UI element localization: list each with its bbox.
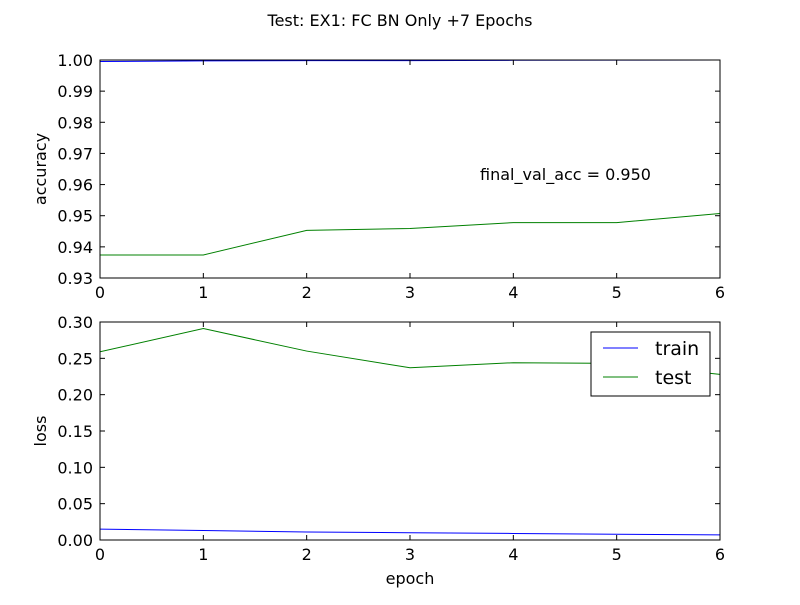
- y-tick-label: 0.99: [57, 82, 93, 101]
- x-tick-label: 0: [95, 545, 105, 564]
- y-tick-label: 0.10: [57, 458, 93, 477]
- y-tick-label: 0.96: [57, 176, 93, 195]
- legend-box: [590, 331, 711, 397]
- y-tick-label: 0.94: [57, 238, 93, 257]
- y-tick-label: 0.15: [57, 422, 93, 441]
- y-tick-label: 0.30: [57, 313, 93, 332]
- x-tick-label: 3: [405, 545, 415, 564]
- x-tick-label: 5: [612, 545, 622, 564]
- x-tick-label: 3: [405, 283, 415, 302]
- y-tick-label: 0.95: [57, 207, 93, 226]
- y-tick-label: 0.98: [57, 113, 93, 132]
- figure-title: Test: EX1: FC BN Only +7 Epochs: [267, 11, 533, 30]
- y-tick-label: 0.00: [57, 531, 93, 550]
- y-axis-label: loss: [31, 416, 50, 447]
- x-tick-label: 1: [198, 545, 208, 564]
- legend-label-train: train: [655, 338, 699, 360]
- x-tick-label: 6: [715, 545, 725, 564]
- x-tick-label: 2: [302, 283, 312, 302]
- x-tick-label: 4: [508, 283, 518, 302]
- y-tick-label: 0.20: [57, 386, 93, 405]
- legend: train test: [590, 331, 711, 397]
- y-tick-label: 0.25: [57, 349, 93, 368]
- x-tick-label: 0: [95, 283, 105, 302]
- annotation-final-val-acc: final_val_acc = 0.950: [480, 165, 651, 185]
- y-axis-label: accuracy: [31, 133, 50, 205]
- panel-loss: 0 1 2 3 4 5 6 0.00 0.05 0.10 0.15 0.20 0.25 0.30 loss e…: [31, 313, 725, 588]
- y-tick-label: 0.93: [57, 269, 93, 288]
- y-tick-label: 1.00: [57, 51, 93, 70]
- x-tick-label: 5: [612, 283, 622, 302]
- panel-accuracy: 0 1 2 3 4 5 6 0.93 0.94 0.95 0.96 0.97 0.98 0.99 1.00 a…: [31, 51, 725, 302]
- x-axis-label: epoch: [386, 569, 435, 588]
- series-line-test: [100, 213, 720, 256]
- x-tick-label: 4: [508, 545, 518, 564]
- legend-label-test: test: [655, 367, 692, 389]
- y-tick-label: 0.97: [57, 144, 93, 163]
- series-line-train: [100, 528, 720, 536]
- x-tick-label: 6: [715, 283, 725, 302]
- y-tick-label: 0.05: [57, 495, 93, 514]
- x-tick-label: 1: [198, 283, 208, 302]
- x-tick-label: 2: [302, 545, 312, 564]
